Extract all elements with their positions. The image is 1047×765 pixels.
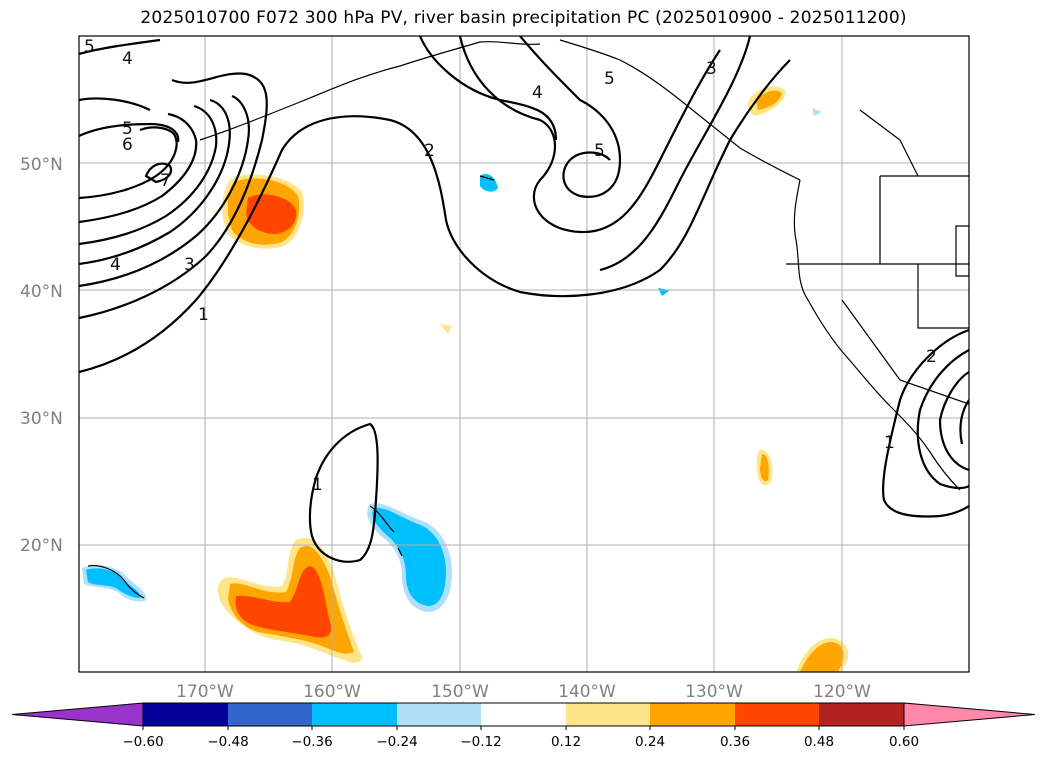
lon-label: 150°W [431,682,489,702]
colorbar-extend-max [903,702,1036,727]
lon-label: 130°W [685,682,743,702]
precip-positive-patch-aleutian [222,174,304,249]
colorbar-tick-label: −0.24 [376,734,417,750]
precip-positive-patch-south [217,537,362,663]
contour-label: 5 [604,69,615,89]
lon-label: 170°W [176,682,234,702]
lat-labels: 50°N 40°N 30°N 20°N [20,155,63,556]
contour-label: 3 [184,255,195,275]
lon-label: 120°W [813,682,871,702]
colorbar-segment [312,703,397,726]
contour-label: 7 [160,171,171,191]
precip-positive-patch-small [440,86,849,672]
contour-label: 6 [122,135,133,155]
graticule [79,36,969,672]
colorbar-tick-label: 0.60 [889,734,919,750]
colorbar-segment [397,703,481,726]
colorbar-tick-label: 0.48 [804,734,834,750]
contour-label: 1 [884,433,895,453]
pv-contours [79,36,969,563]
colorbar-frame [142,702,905,727]
contour-label: 3 [706,59,717,79]
colorbar-tick-label: −0.48 [207,734,248,750]
precip-negative-patch-hawaii [367,503,452,612]
contour-label: 2 [926,347,937,367]
map-title: 2025010700 F072 300 hPa PV, river basin … [140,8,907,28]
colorbar-segment [650,703,735,726]
colorbar-segment [481,703,566,726]
lat-label: 30°N [20,409,63,429]
colorbar-segment [735,703,819,726]
lon-labels: 170°W 160°W 150°W 140°W 130°W 120°W [176,682,871,702]
lat-label: 40°N [20,282,63,302]
colorbar-extend-min [11,702,144,727]
contour-label: 1 [312,475,323,495]
colorbar-tick-label: −0.36 [291,734,332,750]
colorbar-tick-label: 0.36 [720,734,750,750]
precip-negative-patch-small-3 [812,108,822,116]
contour-label: 4 [110,255,121,275]
colorbar: −0.60 −0.48 −0.36 −0.24 −0.12 0.12 0.24 0.36 0.4… [11,702,1036,750]
precip-negative-patch-west [82,565,147,602]
contour-labels: 5 4 5 6 7 4 3 1 2 4 5 5 3 1 2 1 [84,37,937,495]
lon-label: 140°W [558,682,616,702]
contour-label: 1 [198,305,209,325]
coastlines [87,39,969,599]
colorbar-segment [819,703,904,726]
contour-label: 5 [594,141,605,161]
contour-label: 4 [532,83,543,103]
lon-label: 160°W [303,682,361,702]
contour-label: 5 [122,119,133,139]
colorbar-segment [228,703,312,726]
map-frame [78,35,970,673]
colorbar-tick-label: −0.60 [122,734,163,750]
colorbar-segment [143,703,228,726]
colorbar-tick-label: 0.12 [551,734,581,750]
colorbar-tick-label: 0.24 [635,734,665,750]
contour-label: 4 [122,49,133,69]
contour-label: 5 [84,37,95,57]
colorbar-segment [566,703,650,726]
colorbar-tick-label: −0.12 [460,734,501,750]
lat-label: 50°N [20,155,63,175]
lat-label: 20°N [20,536,63,556]
contour-label: 2 [424,141,435,161]
map-area: 5 4 5 6 7 4 3 1 2 4 5 5 3 1 2 1 [79,36,969,672]
precip-negative-patch-small-1 [480,173,498,192]
